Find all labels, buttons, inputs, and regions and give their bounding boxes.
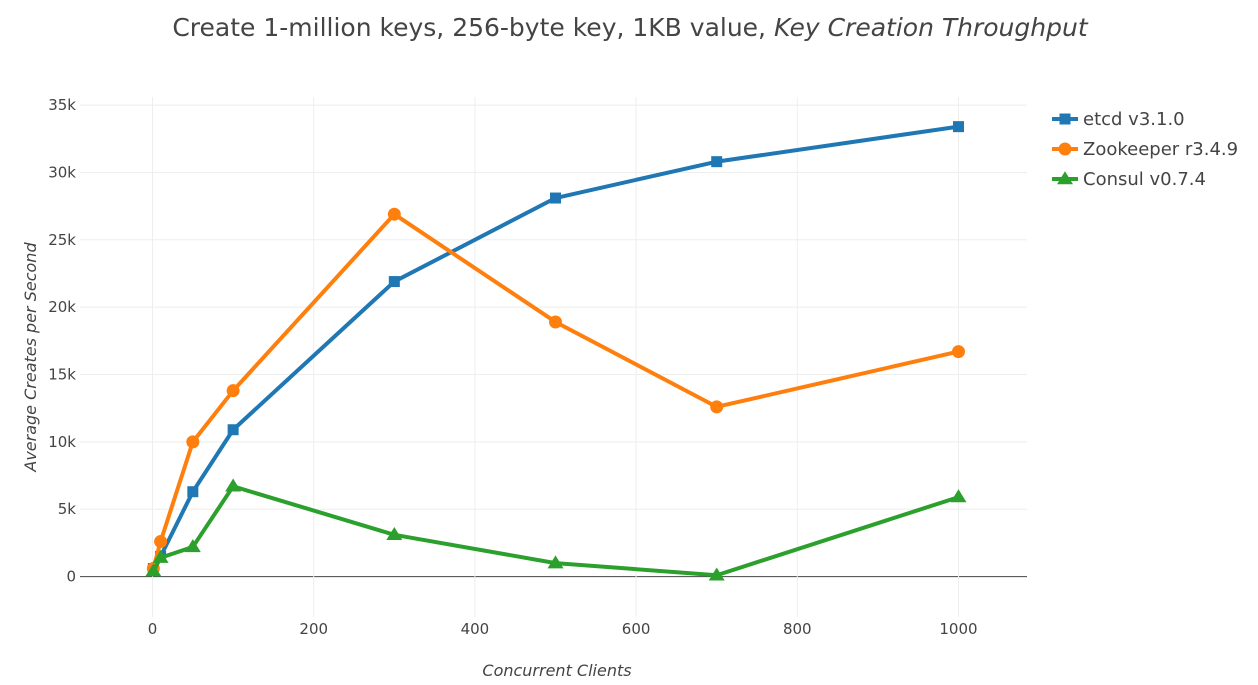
data-point-circle: [387, 207, 401, 221]
data-point-square: [952, 121, 964, 133]
chart-title-italic: Key Creation Throughput: [774, 13, 1089, 42]
legend[interactable]: etcd v3.1.0 Zookeeper r3.4.9 Consul v0.7.4: [1052, 109, 1238, 190]
data-point-circle: [186, 435, 200, 449]
legend-label: Consul v0.7.4: [1083, 169, 1206, 190]
y-tick-label: 20k: [48, 298, 76, 316]
y-tick-label: 0: [66, 568, 76, 586]
data-point-square: [1059, 113, 1071, 125]
y-tick-label: 5k: [58, 500, 77, 518]
legend-item-0[interactable]: etcd v3.1.0: [1052, 109, 1185, 130]
legend-item-1[interactable]: Zookeeper r3.4.9: [1052, 139, 1238, 160]
data-point-circle: [1058, 142, 1072, 156]
data-point-square: [187, 486, 199, 498]
data-point-triangle: [152, 549, 169, 563]
y-tick-label: 25k: [48, 231, 76, 249]
x-tick-label: 0: [148, 620, 158, 638]
data-point-triangle: [547, 555, 564, 569]
data-point-square: [227, 424, 239, 436]
data-point-triangle: [225, 478, 242, 492]
legend-label: Zookeeper r3.4.9: [1083, 139, 1238, 160]
data-point-circle: [154, 535, 168, 549]
legend-label: etcd v3.1.0: [1083, 109, 1185, 130]
data-point-triangle: [145, 563, 162, 577]
chart-title-main: Create 1-million keys, 256-byte key, 1KB…: [172, 13, 774, 42]
y-tick-label: 10k: [48, 433, 76, 451]
y-axis-title: Average Creates per Second: [21, 242, 40, 473]
series-line: [151, 484, 960, 578]
data-point-triangle: [950, 489, 967, 503]
data-point-circle: [226, 384, 240, 398]
series-group: [145, 121, 967, 581]
x-tick-label: 800: [783, 620, 812, 638]
data-point-square: [711, 156, 723, 168]
series-line: [151, 212, 959, 570]
series-2: [145, 478, 967, 581]
data-point-triangle: [184, 539, 201, 553]
x-axis-ticks: 0 200 400 600 800 1000: [148, 620, 978, 638]
series-line: [151, 124, 959, 570]
data-point-circle: [710, 400, 724, 414]
y-tick-label: 15k: [48, 366, 76, 384]
data-point-triangle: [386, 527, 403, 541]
x-tick-label: 600: [622, 620, 651, 638]
y-tick-label: 35k: [48, 96, 76, 114]
series-1: [146, 207, 965, 576]
x-tick-label: 200: [299, 620, 328, 638]
data-point-circle: [549, 315, 563, 329]
data-point-circle: [951, 345, 965, 359]
data-point-triangle: [1057, 171, 1073, 185]
x-tick-label: 1000: [939, 620, 977, 638]
y-tick-label: 30k: [48, 163, 76, 181]
x-tick-label: 400: [461, 620, 490, 638]
legend-item-2[interactable]: Consul v0.7.4: [1052, 169, 1206, 190]
data-point-square: [550, 192, 562, 204]
grid: [80, 97, 1027, 617]
chart-title: Create 1-million keys, 256-byte key, 1KB…: [172, 13, 1088, 42]
data-point-triangle: [708, 567, 725, 581]
data-point-square: [388, 276, 400, 288]
x-axis-title: Concurrent Clients: [482, 661, 631, 680]
y-axis-ticks: 0 5k 10k 15k 20k 25k 30k 35k: [48, 96, 76, 586]
